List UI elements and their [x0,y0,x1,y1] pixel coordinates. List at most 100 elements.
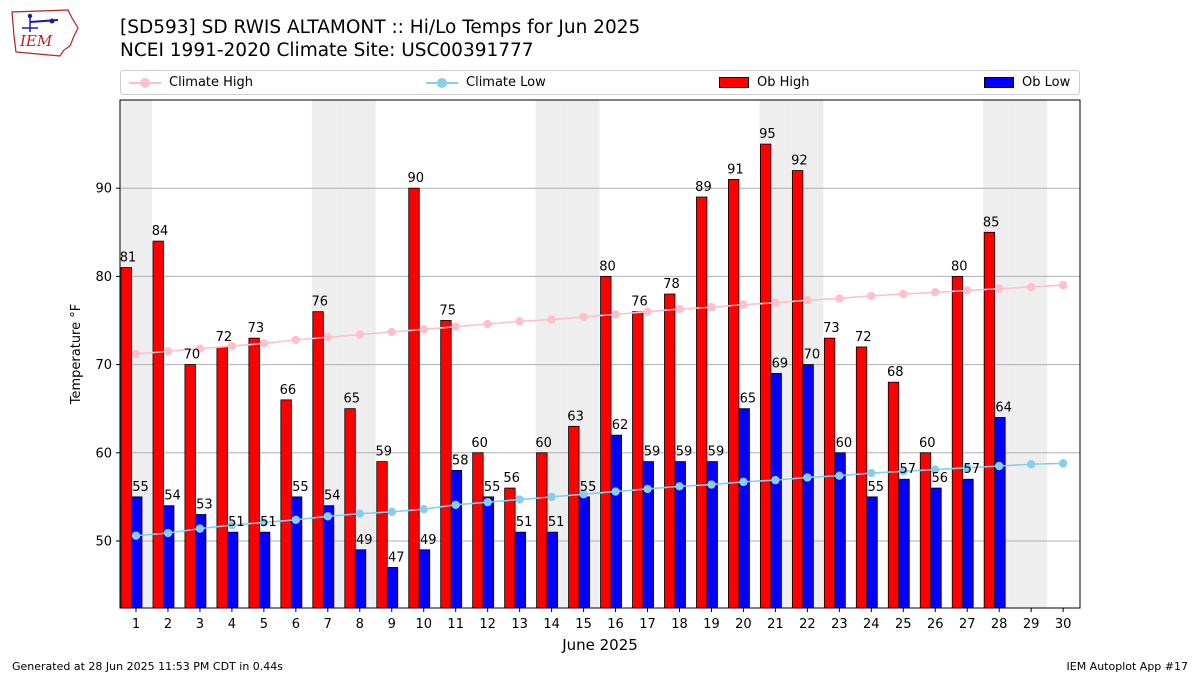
ob-high-label: 80 [599,259,616,274]
ob-low-label: 57 [963,462,980,477]
ob-high-bar [919,452,932,609]
ob-low-bar [258,531,271,609]
climate-low-point [867,468,876,478]
ob-low-bar [322,505,335,609]
climate-high-point [227,341,237,351]
x-tick-label: 23 [831,617,848,632]
x-tick-label: 1 [132,617,140,632]
climate-high-point [899,289,908,299]
climate-lines [131,281,1068,540]
legend-swatch-climate-high [129,77,161,88]
y-tick-label: 60 [95,446,112,461]
climate-low-point [994,461,1004,471]
legend: Climate High Climate Low Ob High Ob Low [120,70,1080,95]
ob-low-label: 55 [484,480,501,495]
ob-low-label: 49 [356,533,373,548]
climate-high-point [803,296,812,305]
ob-high-bar [696,196,708,609]
ob-low-bar [163,505,175,609]
x-tick-label: 26 [927,617,944,632]
climate-high-point [835,294,844,303]
y-axis-label: Temperature °F [69,304,84,405]
climate-low-point [931,465,940,474]
legend-item-climate-low: Climate Low [426,71,546,94]
y-tick-label: 90 [95,182,112,197]
climate-high-point [931,288,940,297]
climate-high-point [547,315,556,324]
x-axis-label: June 2025 [561,636,638,654]
ob-low-bar [642,461,654,609]
x-tick-label: 15 [575,617,592,632]
x-tick-label: 20 [735,617,752,632]
ob-high-label: 76 [312,295,329,310]
climate-low-point [579,490,588,499]
ob-high-bar [184,364,196,609]
legend-item-climate-high: Climate High [129,71,253,94]
climate-low-point [899,467,908,476]
ob-high-bar [472,452,484,609]
app-note: IEM Autoplot App #17 [1066,660,1189,673]
climate-low-point [803,473,812,482]
ob-high-label: 63 [567,409,584,424]
ob-low-bar [418,549,431,609]
y-tick-label: 80 [95,270,112,285]
x-tick-label: 18 [671,617,688,632]
ob-high-label: 75 [439,303,456,318]
ob-low-label: 55 [132,480,149,495]
ob-low-bar [962,478,974,609]
chart-title: [SD593] SD RWIS ALTAMONT :: Hi/Lo Temps … [120,17,641,38]
ob-low-label: 69 [772,356,789,371]
ob-low-label: 51 [516,515,533,530]
ob-low-bar [610,434,622,609]
x-tick-label: 21 [767,617,784,632]
climate-low-point [419,505,428,514]
ob-low-label: 54 [324,489,341,504]
ob-high-bar [791,170,804,609]
ob-low-bar [482,496,495,609]
x-tick-label: 3 [196,617,204,632]
climate-high-point [611,310,620,319]
legend-swatch-ob-low [984,77,1014,88]
ob-high-label: 72 [855,330,872,345]
ob-low-label: 56 [931,471,948,486]
ob-low-label: 51 [548,515,565,530]
x-tick-label: 25 [895,617,912,632]
climate-high-line [135,284,1064,355]
climate-high-point [579,312,588,322]
climate-high-point [131,349,141,359]
ob-low-label: 53 [196,498,213,513]
ob-high-label: 92 [791,154,808,169]
climate-high-point [867,291,876,300]
y-tick-label: 50 [95,534,112,549]
climate-high-point [515,317,524,326]
ob-low-bar [770,373,782,609]
ob-high-label: 65 [344,392,361,407]
ob-high-label: 78 [663,277,680,292]
x-tick-label: 22 [799,617,816,632]
climate-high-point [451,322,460,331]
ob-low-label: 47 [388,550,405,565]
climate-high-point [994,284,1004,293]
climate-high-point [323,333,333,342]
ob-high-label: 76 [631,295,648,310]
climate-low-point [963,463,972,472]
ob-high-label: 68 [887,365,904,380]
climate-low-point [227,520,237,530]
ob-low-label: 51 [228,515,245,530]
x-tick-label: 5 [260,617,268,632]
x-tick-label: 6 [292,617,300,632]
ob-high-bar [760,143,772,609]
ob-low-bar [290,496,303,609]
climate-low-point [131,531,141,540]
ob-low-label: 70 [804,348,821,363]
x-tick-label: 17 [639,617,656,632]
ob-high-bar [152,240,164,609]
ob-low-label: 57 [900,462,917,477]
climate-high-point [291,335,301,345]
climate-high-point [259,339,269,348]
legend-item-ob-high: Ob High [719,71,810,94]
legend-label-ob-high: Ob High [757,75,810,90]
ob-high-bar [280,399,292,609]
ob-high-bar [664,293,676,609]
x-tick-label: 10 [415,617,432,632]
